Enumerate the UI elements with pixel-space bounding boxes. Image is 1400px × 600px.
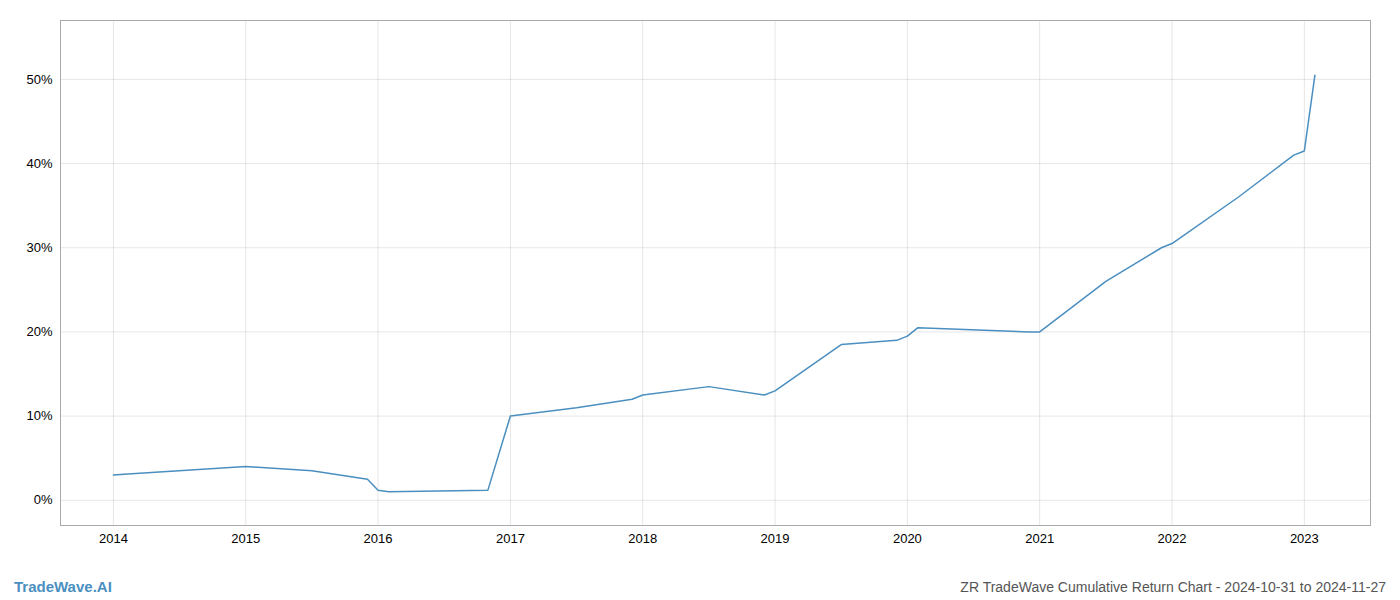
svg-text:40%: 40% [26,156,52,171]
html-text:ZR TradeWave Cumulative Return: ZR TradeWave Cumulative Return Chart - 2… [960,579,1386,595]
svg-text:2014: 2014 [99,531,128,546]
svg-text:0%: 0% [34,492,53,507]
svg-text:2017: 2017 [496,531,525,546]
svg-text:30%: 30% [26,240,52,255]
svg-text:10%: 10% [26,408,52,423]
svg-text:20%: 20% [26,324,52,339]
svg-text:2023: 2023 [1290,531,1319,546]
svg-text:50%: 50% [26,72,52,87]
svg-text:2015: 2015 [231,531,260,546]
html-text:TradeWave.AI: TradeWave.AI [14,578,112,595]
svg-text:2021: 2021 [1025,531,1054,546]
svg-text:2019: 2019 [761,531,790,546]
svg-text:2022: 2022 [1158,531,1187,546]
svg-text:2020: 2020 [893,531,922,546]
svg-text:2018: 2018 [628,531,657,546]
svg-text:2016: 2016 [364,531,393,546]
